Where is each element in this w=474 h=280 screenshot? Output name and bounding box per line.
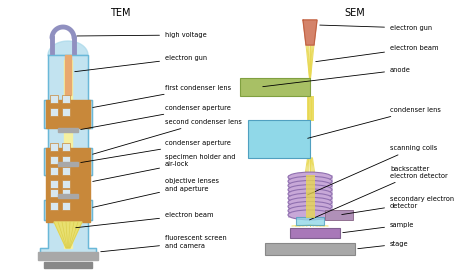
Bar: [65, 55, 71, 95]
Ellipse shape: [288, 185, 332, 195]
Ellipse shape: [288, 181, 332, 190]
Text: sample: sample: [343, 222, 414, 233]
Polygon shape: [303, 20, 317, 45]
Bar: [265, 243, 355, 255]
Text: scanning coils: scanning coils: [308, 145, 437, 195]
Text: electron beam: electron beam: [316, 45, 438, 62]
Text: electron gun: electron gun: [75, 55, 207, 72]
Bar: [62, 202, 70, 210]
Bar: [44, 262, 92, 268]
Polygon shape: [54, 222, 82, 248]
Bar: [62, 167, 70, 175]
Bar: [50, 143, 58, 151]
Bar: [288, 175, 332, 217]
Bar: [50, 167, 58, 175]
Text: anode: anode: [263, 67, 411, 87]
Polygon shape: [40, 55, 96, 258]
Bar: [58, 162, 78, 166]
Text: condenser aperture: condenser aperture: [81, 140, 231, 163]
Bar: [240, 78, 310, 96]
Bar: [50, 156, 58, 164]
Bar: [62, 189, 70, 197]
Text: electron beam: electron beam: [76, 212, 213, 228]
Text: fluorescent screen
and camera: fluorescent screen and camera: [101, 235, 227, 252]
Ellipse shape: [288, 193, 332, 203]
Bar: [58, 128, 78, 132]
Bar: [62, 143, 70, 151]
Text: condenser lens: condenser lens: [308, 107, 441, 138]
Text: specimen holder and
air-lock: specimen holder and air-lock: [93, 153, 236, 181]
Ellipse shape: [288, 210, 332, 220]
Bar: [290, 228, 340, 238]
Text: first condenser lens: first condenser lens: [93, 85, 231, 108]
Text: SEM: SEM: [345, 8, 365, 18]
Bar: [62, 108, 70, 116]
Bar: [62, 180, 70, 188]
Ellipse shape: [288, 172, 332, 182]
Text: TEM: TEM: [110, 8, 130, 18]
Bar: [325, 210, 353, 220]
Bar: [62, 156, 70, 164]
Ellipse shape: [288, 202, 332, 211]
Text: objective lenses
and aperture: objective lenses and aperture: [93, 179, 219, 207]
Text: second condenser lens: second condenser lens: [92, 119, 242, 154]
Bar: [50, 180, 58, 188]
Text: stage: stage: [358, 241, 409, 249]
Text: secondary electron
detector: secondary electron detector: [342, 195, 454, 214]
Bar: [64, 60, 72, 248]
Polygon shape: [48, 41, 88, 55]
Bar: [38, 252, 98, 260]
Bar: [46, 100, 90, 128]
Bar: [50, 189, 58, 197]
Bar: [50, 202, 58, 210]
Text: backscatter
electron detector: backscatter electron detector: [310, 165, 448, 220]
Text: condenser aperture: condenser aperture: [81, 105, 231, 129]
Bar: [46, 200, 90, 222]
Ellipse shape: [288, 206, 332, 216]
Bar: [46, 175, 90, 200]
Text: electron gun: electron gun: [320, 25, 432, 31]
Bar: [62, 95, 70, 103]
Ellipse shape: [288, 176, 332, 186]
Bar: [50, 95, 58, 103]
Text: high voltage: high voltage: [77, 32, 207, 38]
Bar: [296, 217, 324, 225]
Ellipse shape: [288, 189, 332, 199]
Bar: [46, 148, 90, 176]
Bar: [50, 108, 58, 116]
Bar: [248, 120, 310, 158]
Ellipse shape: [288, 197, 332, 207]
Bar: [58, 194, 78, 198]
